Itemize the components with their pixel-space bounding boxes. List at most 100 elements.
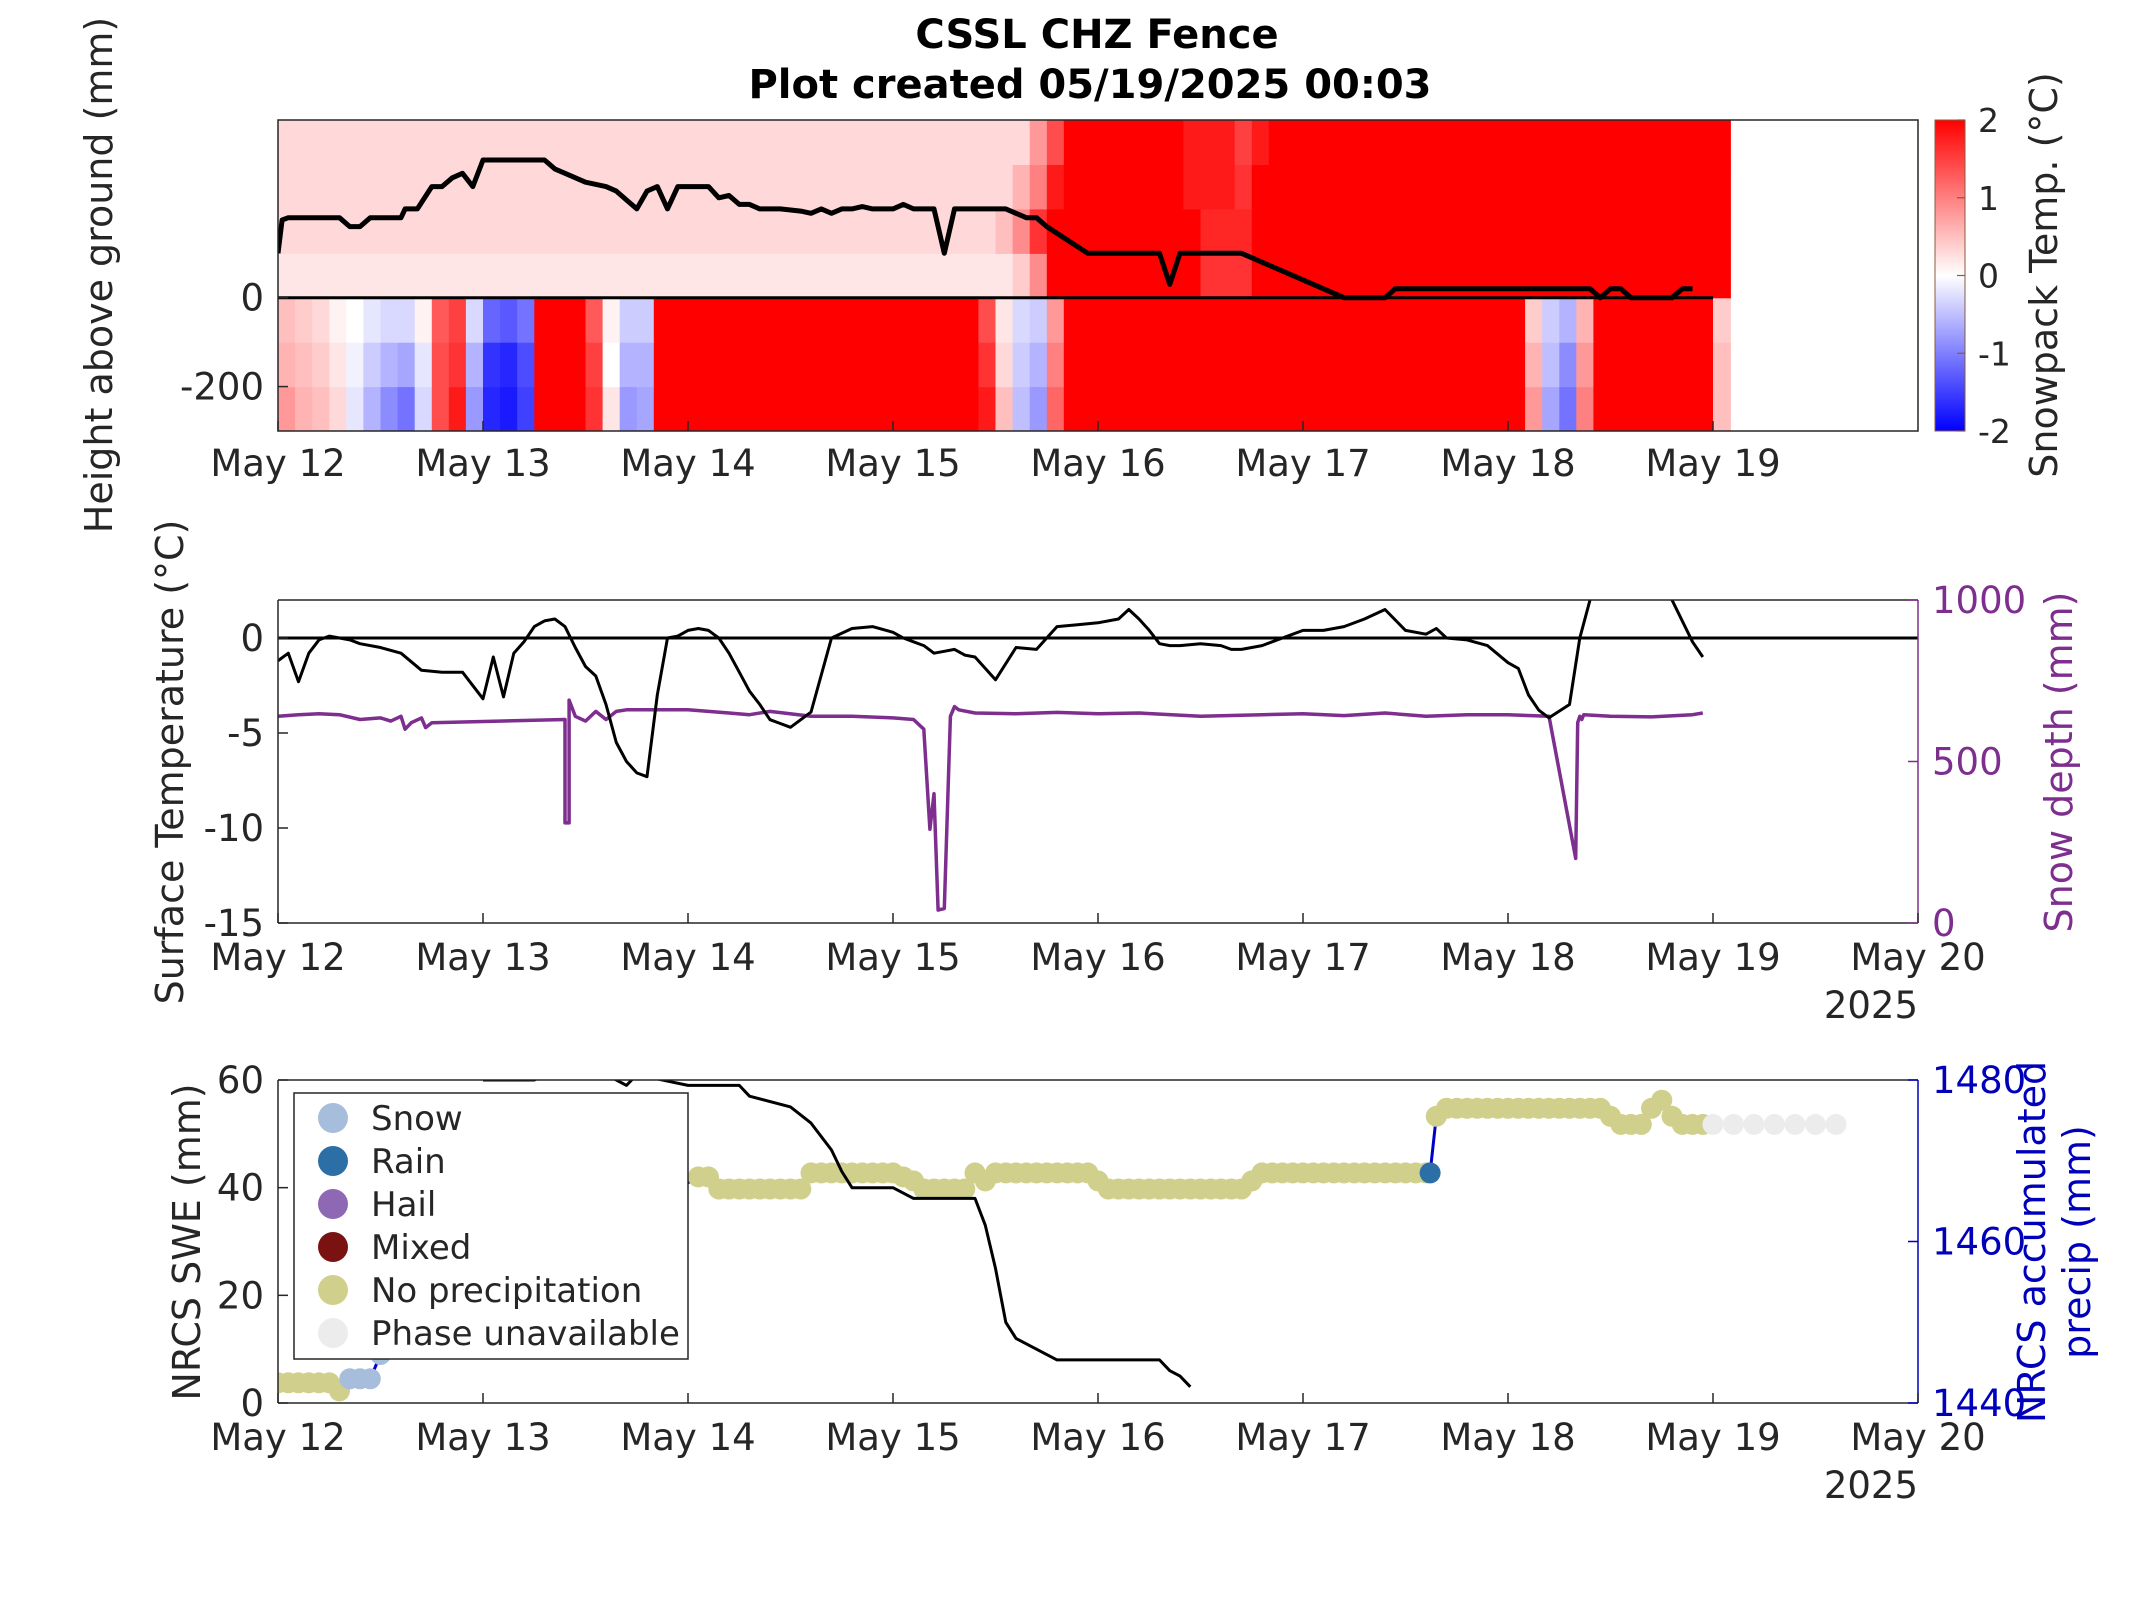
heatmap-cell [807, 297, 826, 343]
heatmap-cell [1610, 120, 1629, 165]
heatmap-cell [1149, 164, 1168, 210]
heatmap-cell [483, 208, 501, 254]
heatmap-cell [1063, 120, 1082, 165]
x-tick-label: May 15 [825, 442, 960, 485]
heatmap-cell [1713, 386, 1731, 431]
x-tick-label: May 20 [1850, 1416, 1985, 1459]
heatmap-cell [824, 297, 843, 343]
heatmap-cell [465, 208, 484, 254]
heatmap-cell [1251, 297, 1270, 343]
heatmap-cell [858, 297, 877, 343]
heatmap-cell [739, 386, 758, 431]
y-tick-label: 0 [240, 617, 264, 660]
heatmap-cell [1525, 386, 1543, 431]
heatmap-cell [448, 164, 467, 210]
heatmap-cell [1320, 164, 1338, 210]
heatmap-cell [944, 120, 963, 165]
heatmap-cell [1713, 164, 1731, 210]
heatmap-cell [944, 386, 963, 431]
colorbar-tick-label: 0 [1978, 257, 1999, 296]
precip-point [1630, 1113, 1652, 1135]
x-tick-label: May 18 [1440, 1416, 1575, 1459]
heatmap-cell [1542, 208, 1561, 254]
heatmap-cell [1422, 164, 1441, 210]
heatmap-cell [1012, 386, 1031, 431]
heatmap-cell [1098, 208, 1116, 254]
heatmap-cell [551, 120, 570, 165]
heatmap-cell [824, 164, 843, 210]
heatmap-cell [1149, 120, 1168, 165]
heatmap-cell [414, 342, 433, 388]
precip-point [790, 1178, 812, 1200]
heatmap-cell [1337, 342, 1356, 388]
heatmap-cell [483, 386, 501, 431]
heatmap-cell [1422, 120, 1441, 165]
heatmap-cell [875, 164, 894, 210]
heatmap-cell [585, 120, 604, 165]
x-tick-label: May 19 [1645, 1416, 1780, 1459]
heatmap-cell [1183, 208, 1202, 254]
heatmap-cell [1166, 120, 1185, 165]
heatmap-cell [1132, 342, 1151, 388]
precip-point [1651, 1089, 1673, 1111]
heatmap-cell [500, 386, 518, 431]
y-tick-label: -10 [204, 807, 264, 850]
heatmap-cell [961, 164, 980, 210]
heatmap-cell [1627, 164, 1646, 210]
precip-ticks: 1440 1460 1480 [1908, 1059, 2026, 1425]
y-tick-label: 60 [217, 1059, 264, 1102]
heatmap-cell [756, 120, 775, 165]
snow-depth-label: Snow depth (mm) [2037, 592, 2081, 933]
heatmap-cell [636, 386, 655, 431]
heatmap-cell [585, 253, 604, 299]
heatmap-cell [619, 208, 638, 254]
heatmap-cell [1559, 386, 1578, 431]
heatmap-cell [927, 253, 946, 299]
heatmap-cell [397, 120, 416, 165]
heatmap-cell [295, 120, 313, 165]
heatmap-cell [1029, 164, 1048, 210]
y2-tick-label: 1480 [1932, 1059, 2026, 1102]
heatmap-cell [1644, 342, 1663, 388]
heatmap-cell [1337, 120, 1356, 165]
heatmap-cell [278, 342, 296, 388]
precip-label-line1: NRCS accumulated [2010, 1061, 2054, 1423]
heatmap-cell [295, 297, 313, 343]
heatmap-cell [1610, 342, 1629, 388]
heatmap-cell [1354, 297, 1373, 343]
precip-point [1743, 1113, 1765, 1135]
heatmap-cell [739, 297, 758, 343]
heatmap-cell [773, 297, 792, 343]
x-tick-label: May 14 [620, 442, 755, 485]
heatmap-cell [1439, 342, 1458, 388]
heatmap-cell [465, 120, 484, 165]
heatmap-cell [927, 120, 946, 165]
heatmap-cell [1063, 164, 1082, 210]
heatmap-cell [1234, 342, 1253, 388]
heatmap-cell [431, 208, 450, 254]
heatmap-cell [568, 342, 587, 388]
heatmap-cell [739, 342, 758, 388]
heatmap-cell [875, 297, 894, 343]
heatmap-cell [414, 297, 433, 343]
heatmap-cell [1610, 208, 1629, 254]
heatmap-cell [1713, 253, 1731, 299]
heatmap-cell [705, 208, 723, 254]
heatmap-cell [414, 386, 433, 431]
heatmap-cell [1200, 386, 1219, 431]
heatmap-cell [380, 164, 399, 210]
heatmap-cell [1149, 342, 1168, 388]
heatmap-cell [807, 386, 826, 431]
heatmap-cell [1285, 208, 1304, 254]
heatmap-cell [893, 164, 911, 210]
heatmap-cell [312, 386, 331, 431]
heatmap-cell [841, 253, 860, 299]
heatmap-cell [1610, 386, 1629, 431]
heatmap-cell [312, 164, 331, 210]
legend-marker [318, 1189, 348, 1219]
heatmap-cell [756, 208, 775, 254]
heatmap-cell [602, 386, 621, 431]
heatmap-cell [1576, 208, 1595, 254]
snow-height-line [278, 157, 1693, 301]
heatmap-cell [1251, 208, 1270, 254]
